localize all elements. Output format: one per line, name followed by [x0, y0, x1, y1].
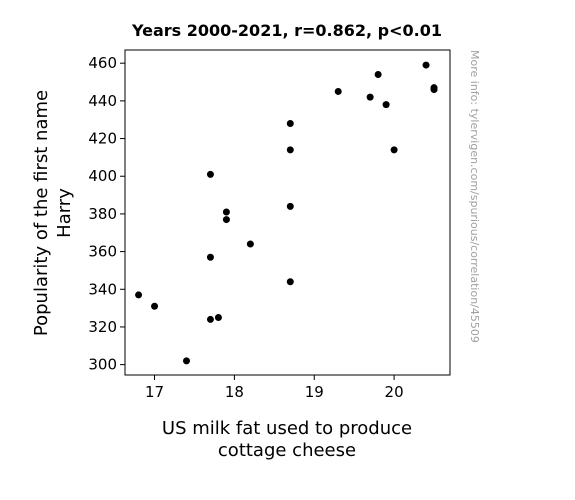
y-axis-label-line-2: Harry: [54, 188, 75, 238]
y-tick-label: 420: [88, 130, 117, 148]
x-tick-label: 17: [145, 383, 164, 401]
y-tick-label: 320: [88, 318, 117, 336]
data-point: [135, 291, 143, 299]
y-tick-label: 380: [88, 205, 117, 223]
data-point: [422, 61, 430, 69]
y-axis: 300 320 340 360 380 400 420 440 460: [88, 54, 125, 374]
x-axis-label-line-2: cottage cheese: [218, 440, 356, 461]
data-point: [206, 315, 214, 323]
data-point: [334, 87, 342, 95]
plot-area: 17 18 19 20 300 320 340 360 380 400 420 440 460: [88, 49, 451, 401]
y-axis-label-line-1: Popularity of the first name: [31, 90, 52, 336]
data-point: [286, 278, 294, 286]
data-point: [206, 170, 214, 178]
data-point: [206, 253, 214, 261]
data-point: [430, 86, 438, 94]
x-tick-label: 18: [225, 383, 244, 401]
y-tick-label: 300: [88, 356, 117, 374]
data-point: [246, 240, 254, 248]
source-annotation: More info: tylervigen.com/spurious/corre…: [468, 50, 481, 343]
data-point: [286, 146, 294, 154]
data-point: [374, 70, 382, 78]
y-tick-label: 360: [88, 243, 117, 261]
data-point: [286, 202, 294, 210]
data-point: [382, 101, 390, 109]
x-axis-label-line-1: US milk fat used to produce: [162, 418, 412, 439]
x-tick-label: 20: [385, 383, 404, 401]
data-point: [366, 93, 374, 101]
data-point: [222, 208, 230, 216]
data-point: [390, 146, 398, 154]
y-tick-label: 440: [88, 92, 117, 110]
y-tick-label: 400: [88, 167, 117, 185]
data-point: [286, 119, 294, 127]
x-axis: 17 18 19 20: [145, 375, 404, 401]
data-point: [222, 216, 230, 224]
y-tick-label: 340: [88, 280, 117, 298]
data-point: [151, 302, 159, 310]
y-tick-label: 460: [88, 54, 117, 72]
chart-title: Years 2000-2021, r=0.862, p<0.01: [131, 21, 442, 40]
x-tick-label: 19: [305, 383, 324, 401]
data-point: [182, 357, 190, 365]
plot-frame: [124, 49, 451, 376]
data-point: [214, 314, 222, 322]
data-points: [135, 61, 438, 365]
